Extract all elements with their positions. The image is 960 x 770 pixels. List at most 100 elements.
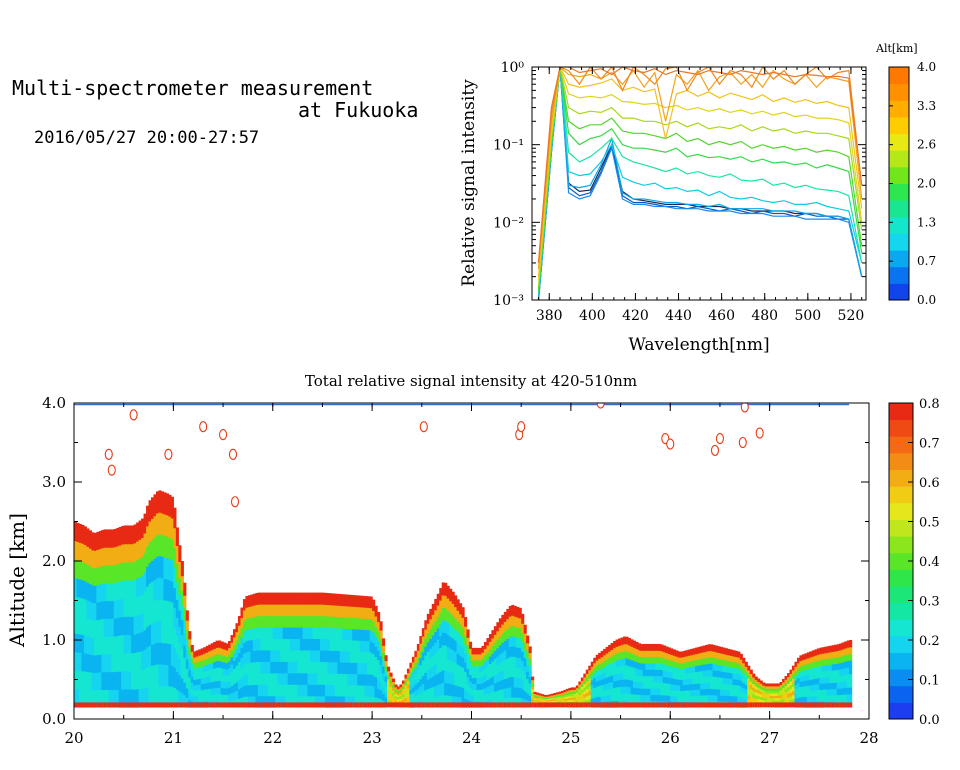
heatmap-cell [635,687,639,695]
heatmap-cell [324,672,329,685]
heatmap-cell [536,702,540,708]
heatmap-cell [637,643,642,651]
heatmap-cell [220,702,224,708]
heatmap-cell [86,528,90,547]
heatmap-cell [401,691,406,695]
heatmap-cell [719,695,724,702]
heatmap-cell [228,693,232,702]
heatmap-cell [692,683,696,691]
heatmap-cell [464,626,468,636]
heatmap-cell [347,662,351,675]
heatmap-cell [824,646,828,654]
heatmap-cell [327,638,331,651]
heatmap-cell [277,684,281,697]
heatmap-cell [240,617,244,629]
heatmap-cell [126,561,130,581]
heatmap-cell [208,657,212,664]
heatmap-cell [394,698,398,701]
heatmap-cell [727,660,731,667]
heatmap-cell [695,665,699,673]
heatmap-cell [265,638,269,651]
heatmap-cell [650,681,654,689]
heatmap-cell [198,689,202,697]
heatmap-cell [419,650,423,658]
heatmap-cell [724,671,728,679]
heatmap-cell [116,635,120,654]
heatmap-cell [339,594,343,606]
heatmap-cell [74,651,78,671]
heatmap-cell [496,664,500,674]
heatmap-cell [608,644,612,652]
heatmap-cell [680,696,684,703]
heatmap-cell [198,660,202,668]
heatmap-cell [444,694,448,708]
heatmap-cell [844,667,848,675]
heatmap-cell [473,683,478,690]
heatmap-cell [670,666,674,673]
heatmap-cell [526,702,530,708]
heatmap-cell [165,557,170,580]
heatmap-cell [498,702,502,708]
heatmap-cell [511,645,515,657]
heatmap-cell [737,696,741,703]
heatmap-cell [488,648,492,657]
heatmap-cell [831,682,835,690]
heatmap-cell [255,604,259,617]
heatmap-cell [406,684,410,689]
heatmap-cell [312,638,316,651]
heatmap-cell [787,702,791,708]
heatmap-cell [160,577,165,600]
heatmap-cell [91,637,95,656]
heatmap-cell [240,607,244,619]
heatmap-cell [384,702,388,708]
heatmap-cell [188,669,192,678]
heatmap-cell [414,650,418,658]
heatmap-cell [486,702,490,708]
heatmap-cell [123,670,127,690]
heatmap-cell [153,622,157,644]
heatmap-cell [642,675,647,683]
heatmap-cell [180,677,184,694]
heatmap-cell [160,702,165,708]
heatmap-cell [724,677,728,685]
heatmap-cell [632,647,637,655]
heatmap-cell [272,592,276,605]
heatmap-cell [772,700,776,704]
heatmap-cell [354,695,358,708]
heatmap-cell [734,695,738,703]
heatmap-cell [352,684,356,697]
heatmap-cell [106,582,110,602]
heatmap-cell [409,698,413,704]
heatmap-cell [583,673,587,678]
heatmap-cell [93,567,97,586]
heatmap-cell [332,661,336,674]
heatmap-cell [108,547,112,566]
heatmap-patch [199,421,208,433]
heatmap-cell [374,702,378,708]
heatmap-cell [729,649,733,656]
heatmap-cell [821,677,825,684]
heatmap-cell [250,695,254,708]
heatmap-cell [225,656,229,664]
heatmap-cell [690,683,694,691]
heatmap-cell [752,693,756,698]
heatmap-cell [595,654,599,661]
heatmap-cell [223,642,227,650]
heatmap-cell [690,672,694,679]
heatmap-cell [439,599,443,613]
heatmap-cell [344,605,348,618]
heatmap-cell [615,686,619,695]
heatmap-cell [829,657,833,665]
heatmap-cell [508,697,512,708]
heatmap-cell [392,692,396,697]
heatmap-cell [742,682,746,688]
heatmap-cell [374,686,378,698]
heatmap-cell [339,650,343,663]
heatmap-cell [456,674,460,687]
heatmap-cell [779,697,783,701]
heatmap-cell [478,659,483,667]
heatmap-cell [158,512,162,535]
heatmap-cell [138,595,142,615]
heatmap-cell [473,647,478,655]
heatmap-cell [436,627,440,640]
